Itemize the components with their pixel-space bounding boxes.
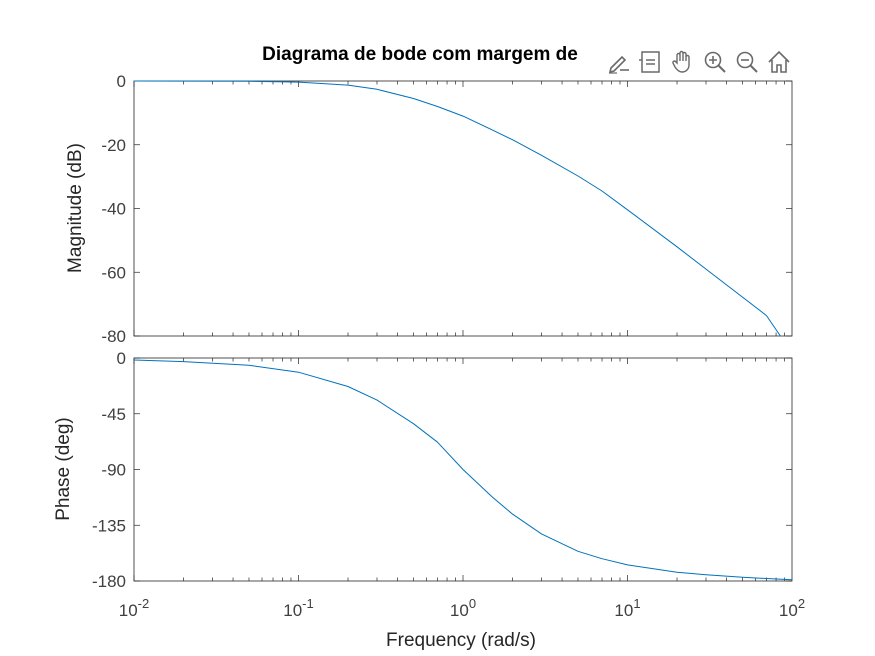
x-tick-label: 101 — [614, 596, 640, 620]
axes-toolbar — [604, 46, 793, 78]
brush-edit-icon[interactable] — [604, 47, 633, 77]
phase-series-line — [133, 359, 793, 581]
magnitude-series-line — [133, 80, 781, 337]
magnitude-y-tick-label: -20 — [101, 136, 126, 155]
phase-y-tick-label: -45 — [101, 405, 126, 424]
phase-y-tick-label: -135 — [92, 516, 126, 535]
chart-title: Diagrama de bode com margem de — [262, 44, 578, 65]
magnitude-y-tick-label: -40 — [101, 200, 126, 219]
zoom-in-icon[interactable] — [700, 47, 729, 77]
magnitude-axes[interactable]: 0 -20 -40 -60 -80 — [101, 72, 793, 346]
magnitude-y-axis-label: Magnitude (dB) — [65, 143, 86, 273]
phase-y-tick-label: 0 — [117, 349, 126, 368]
x-axis-label: Frequency (rad/s) — [386, 630, 536, 651]
phase-y-tick-label: -90 — [101, 461, 126, 480]
pan-hand-icon[interactable] — [668, 47, 697, 77]
phase-axes[interactable]: 0 -45 -90 -135 -180 10-2 10-1 100 101 102 — [92, 349, 805, 620]
magnitude-y-tick-label: -80 — [101, 327, 126, 346]
x-tick-label: 10-1 — [283, 596, 313, 620]
magnitude-y-tick-label: -60 — [101, 263, 126, 282]
phase-y-axis-label: Phase (deg) — [53, 417, 74, 521]
phase-y-tick-label: -180 — [92, 572, 126, 591]
restore-home-icon[interactable] — [764, 47, 793, 77]
magnitude-axes-box — [133, 80, 793, 337]
data-tips-icon[interactable] — [636, 47, 665, 77]
zoom-out-icon[interactable] — [732, 47, 761, 77]
x-tick-label: 10-2 — [119, 596, 149, 620]
magnitude-y-tick-label: 0 — [117, 72, 126, 91]
x-tick-label: 102 — [779, 596, 805, 620]
x-tick-label: 100 — [450, 596, 476, 620]
